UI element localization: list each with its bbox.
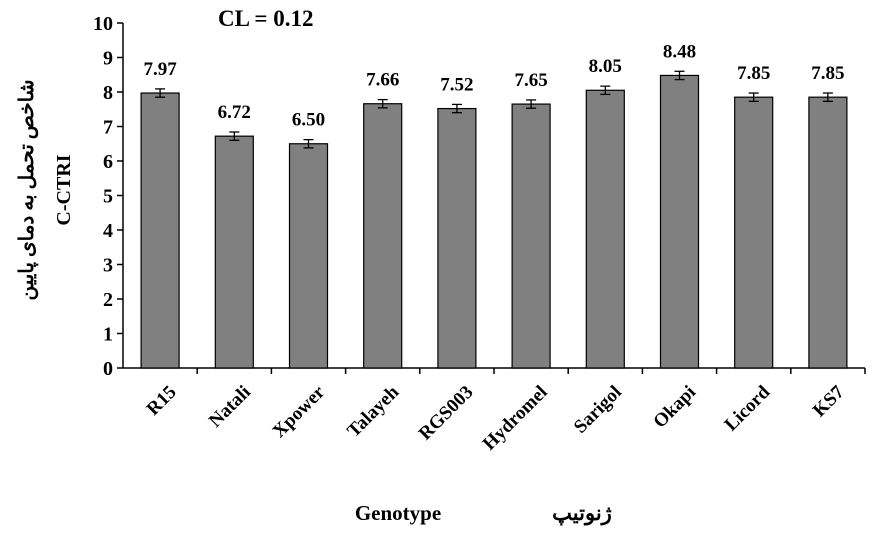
y-axis-label-persian: شاخص تحمل به دمای پایین (16, 79, 39, 300)
annotation-cl: CL = 0.12 (218, 6, 314, 31)
x-tick-label: Okapi (649, 382, 700, 433)
error-bar (600, 85, 611, 96)
bar-rgs003 (437, 107, 477, 369)
x-tick-label: Sarigol (570, 382, 626, 438)
y-tick-label: 4 (103, 220, 113, 242)
y-tick-label: 10 (93, 13, 113, 35)
data-label: 7.52 (440, 74, 473, 95)
bar-hydromel (511, 103, 551, 369)
x-axis-label-english: Genotype (355, 501, 441, 525)
data-label: 7.85 (737, 63, 770, 84)
x-tick-label: Licord (721, 381, 775, 435)
error-bar (674, 70, 685, 81)
y-tick-label: 3 (103, 255, 113, 277)
y-tick-label: 0 (103, 358, 113, 380)
data-label: 6.72 (218, 102, 251, 123)
y-tick-label: 9 (103, 48, 113, 70)
bar-ks7 (808, 96, 848, 369)
y-axis-label-english: C-CTRI (53, 154, 75, 225)
x-tick-label: Natali (205, 382, 255, 432)
data-label: 7.66 (366, 70, 399, 91)
error-bar (229, 131, 240, 141)
error-bar (155, 88, 166, 98)
error-bar (451, 103, 462, 114)
bar-sarigol (585, 89, 625, 369)
data-label: 8.05 (589, 56, 622, 77)
bar-r15 (140, 92, 180, 369)
bar-okapi (659, 74, 700, 369)
data-label: 7.65 (514, 70, 547, 91)
data-label: 8.48 (663, 41, 696, 62)
bar-natali (214, 135, 254, 369)
y-tick-label: 2 (103, 289, 113, 311)
bar-talayeh (363, 103, 403, 369)
x-tick-label: RGS003 (415, 382, 478, 445)
bars (140, 74, 848, 369)
error-bar (303, 138, 314, 149)
y-tick-labels: 0 1 2 3 4 5 6 7 8 9 10 (93, 13, 113, 380)
bar-xpower (288, 143, 329, 369)
error-bar (822, 92, 833, 102)
x-tick-labels: R15 Natali Xpower Talayeh RGS003 Hydromel Sari… (143, 381, 849, 454)
data-labels: 7.97 6.72 6.50 7.66 7.52 7.65 8.05 8.48 7.85 7.85 (143, 41, 844, 130)
bar-licord (734, 96, 774, 369)
x-axis-label-persian: ژنوتیپ (552, 501, 612, 526)
y-tick-label: 6 (103, 151, 113, 173)
x-tick-label: Hydromel (479, 382, 552, 455)
y-tick-label: 5 (103, 186, 113, 208)
data-label: 7.85 (811, 63, 844, 84)
x-tick-label: R15 (143, 382, 181, 420)
error-bars (155, 70, 833, 149)
y-tick-label: 8 (103, 82, 113, 104)
y-tick-label: 7 (103, 117, 113, 139)
error-bar (377, 98, 388, 109)
y-tick-label: 1 (103, 324, 113, 346)
data-label: 6.50 (292, 110, 325, 131)
error-bar (748, 92, 759, 102)
data-label: 7.97 (143, 59, 177, 80)
error-bar (526, 99, 537, 109)
x-tick-label: Xpower (269, 381, 330, 442)
x-tick-label: KS7 (809, 381, 849, 421)
x-tick-label: Talayeh (343, 381, 403, 441)
